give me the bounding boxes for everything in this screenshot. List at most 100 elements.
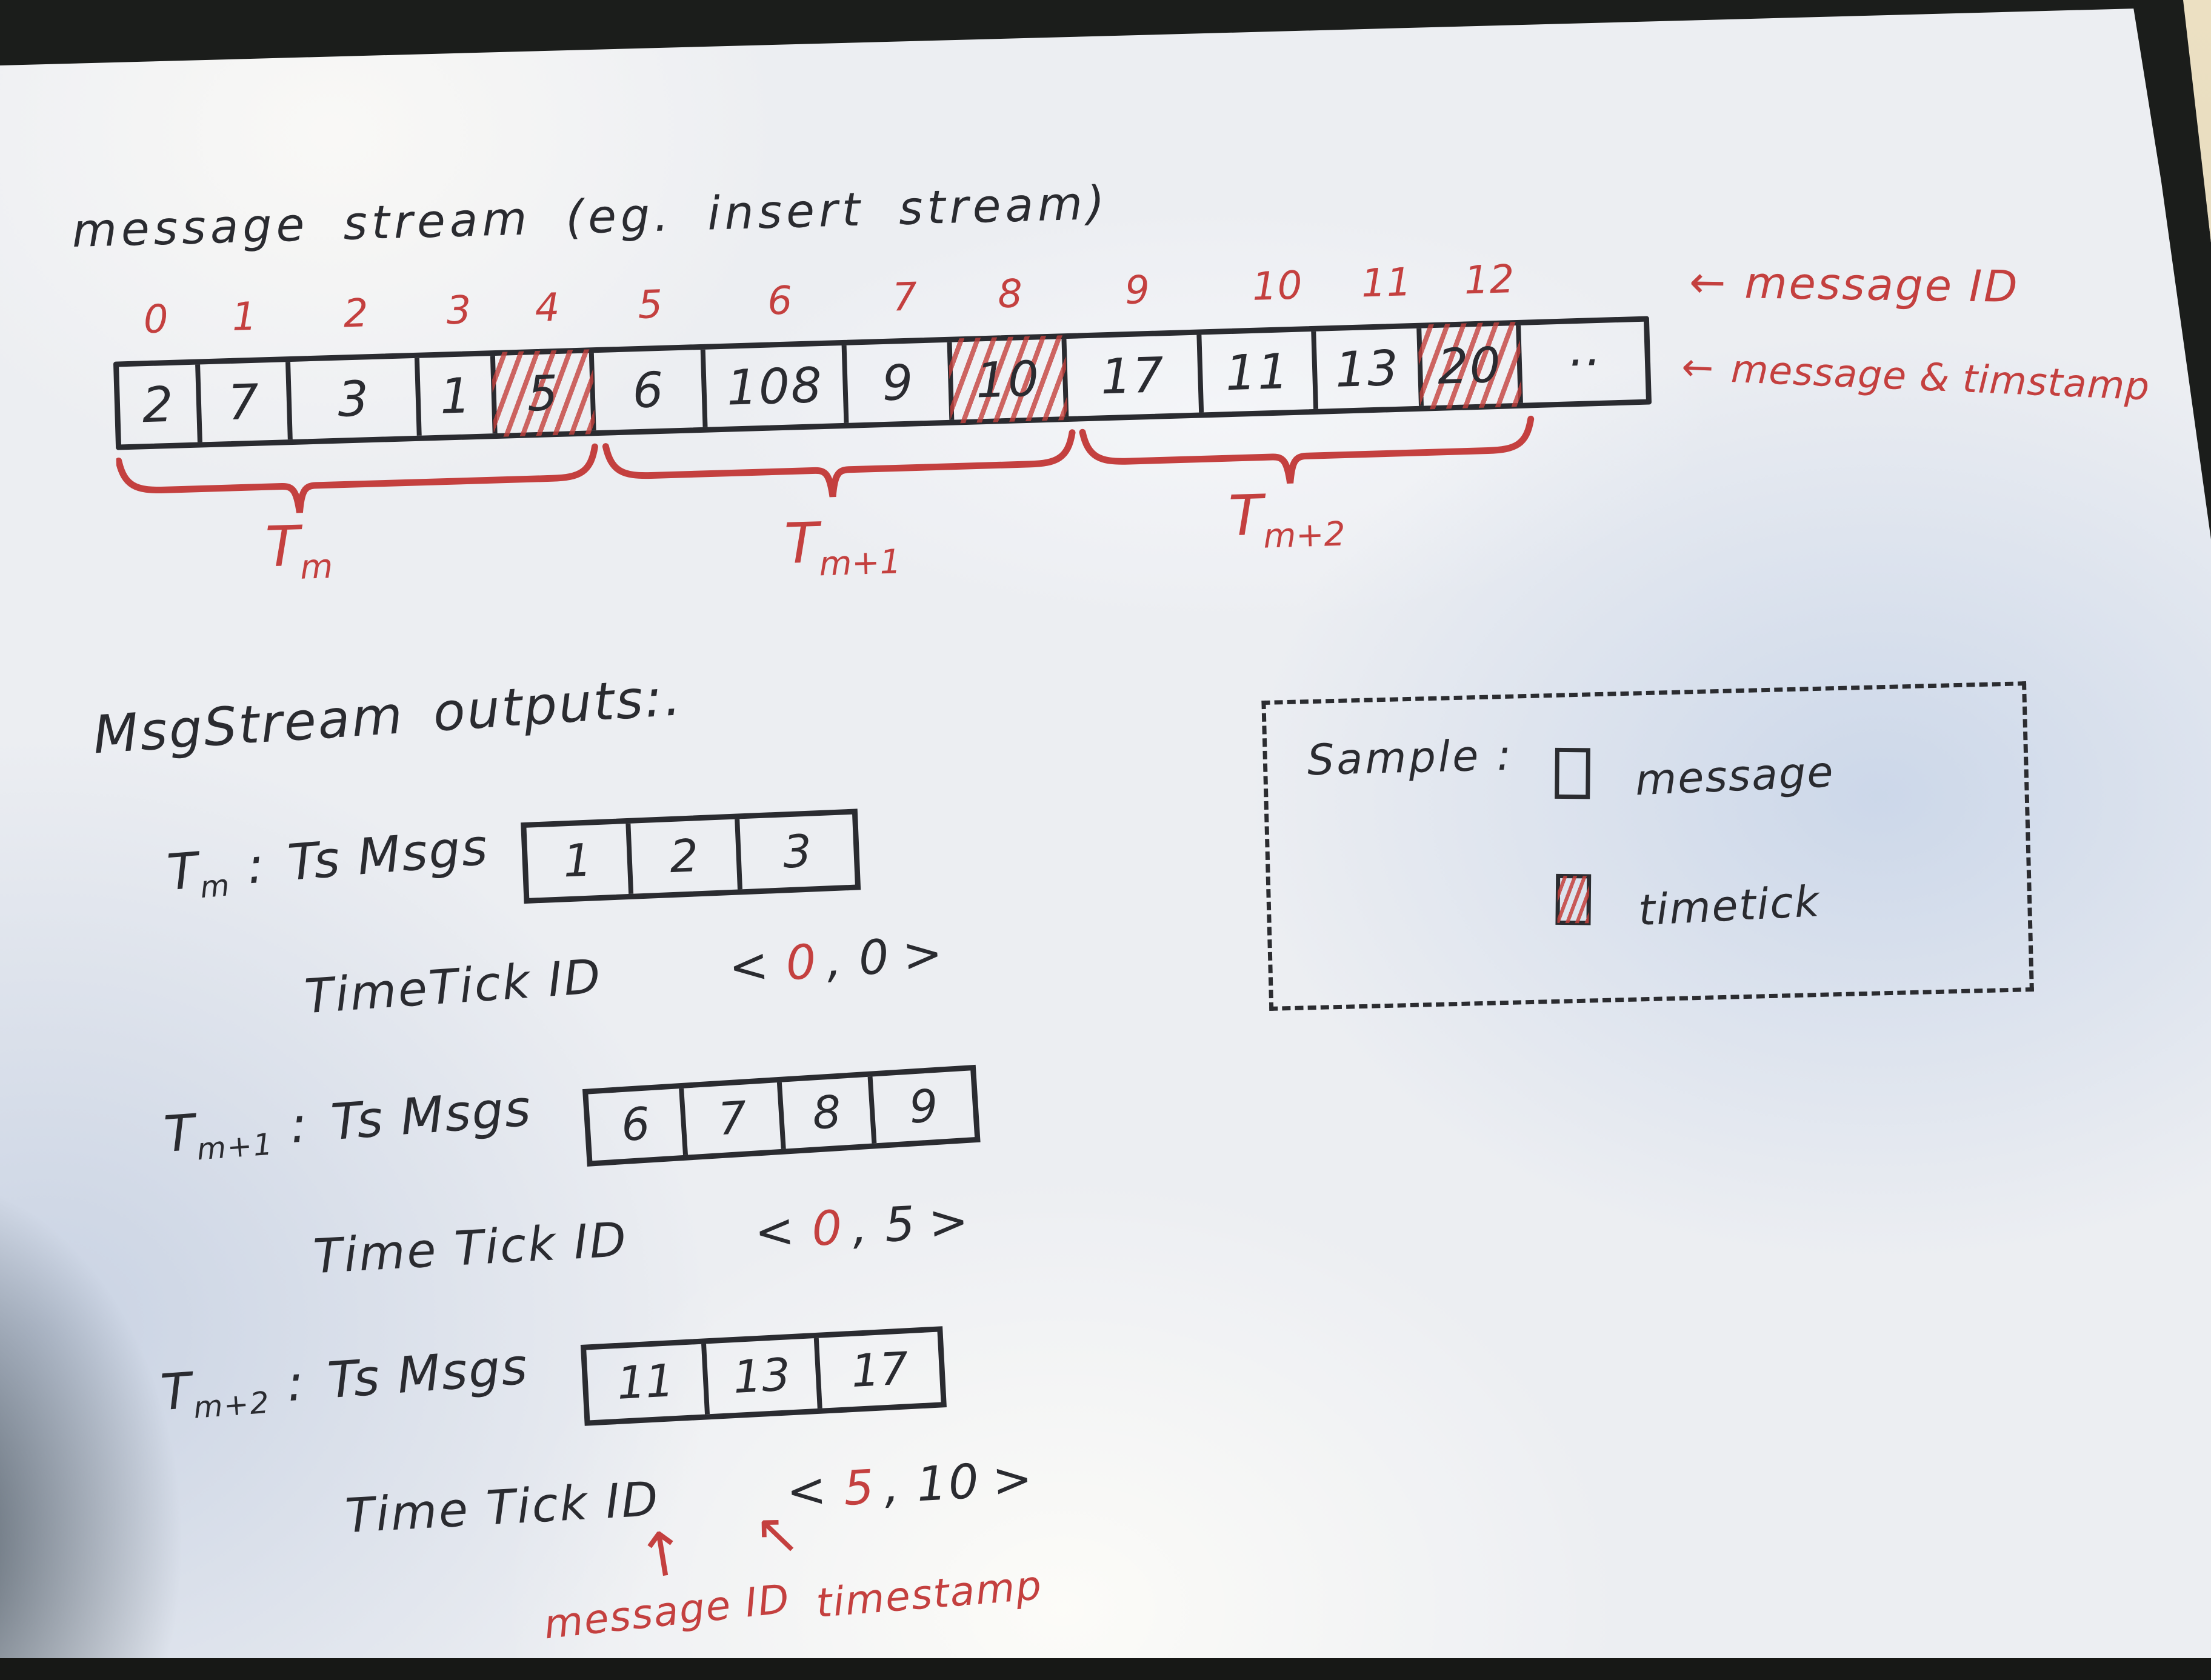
stream-cell-value: 13 [1334,339,1401,398]
t-base: T [162,1104,198,1164]
colon: : [244,836,268,896]
window-label-base: T [264,513,301,580]
stream-cell-value: 2 [141,376,175,433]
stream-cell-value: 3 [336,370,371,428]
angle-close: > [901,925,946,984]
timetick-timestamp: 0 [856,929,893,987]
window-label-sub: m+2 [1262,515,1346,556]
msg-cell: 1 [526,823,634,898]
legend-title: Sample : [1306,730,1515,785]
timetick-timestamp: 5 [883,1196,918,1253]
stream-index-label: 12 [1463,257,1516,304]
stream-cell-value: 108 [725,356,824,416]
angle-open: < [753,1203,798,1261]
output-row-label-Tm1: Tm+1: Ts Msgs [162,1079,534,1169]
stream-index-label: 7 [892,275,919,321]
stream-cell-value: 7 [227,373,261,431]
stream-cell-value: ·· [1566,333,1601,392]
left-arrow-icon: ← [1680,344,1715,390]
legend-timetick-label: timetick [1637,876,1822,936]
stream-cell: 9 [847,342,955,423]
timetick-box-icon [1555,873,1592,925]
message-stream: 0 1 2 3 4 5 6 7 8 9 10 11 12 2 7 3 1 5 6… [112,248,1672,587]
t-base: T [165,842,202,902]
colon: : [284,1354,307,1413]
stream-cell-ellipsis: ·· [1521,322,1646,403]
brace-path [116,443,598,513]
message-box-icon [1555,747,1590,799]
timetick-line-Tm1: Time Tick ID <0, 5 > [312,1194,972,1284]
timetick-label: Time Tick ID [344,1472,661,1544]
comma: , [850,1199,871,1255]
window-label-base: T [783,510,820,576]
msg-cell: 9 [907,1079,939,1134]
window-label-Tm1: Tm+1 [784,508,902,585]
stream-cell: 2 [119,364,202,445]
msgs-label: Ts Msgs [328,1079,534,1152]
brace-path [1079,415,1535,484]
stream-cell-value: 11 [1224,342,1291,401]
pointer-message-id-text: message ID [1744,257,2020,313]
stream-cell: 17 [1066,335,1204,416]
angle-open: < [727,938,772,995]
brace-path [602,429,1076,498]
stream-cell-timetick: 10 [952,339,1069,420]
stream-cell-timetick: 5 [495,353,597,433]
stream-cell: 6 [594,349,708,431]
t-base: T [159,1362,195,1422]
msg-cell: 6 [588,1088,688,1161]
msg-cell: 17 [850,1342,910,1398]
up-arrow-icon: ↑ [632,1515,693,1594]
stream-index-label: 8 [997,272,1024,318]
window-label-sub: m+1 [818,542,902,584]
stream-cell-value: 17 [1099,346,1166,405]
stream-index-label: 4 [534,285,561,332]
timetick-line-Tm: TimeTick ID <0, 0 > [303,926,946,1025]
stream-cell-timetick: 20 [1421,325,1523,406]
timetick-msg-id: 0 [810,1201,845,1257]
pointer-message-timestamp: ← message & timstamp [1681,345,2151,409]
stream-cell: 13 [1316,328,1424,409]
left-arrow-icon: ← [1689,256,1729,308]
up-left-arrow-icon: ↖ [753,1501,802,1567]
output-row-label-Tm2: Tm+2: Ts Msgs [159,1338,531,1428]
angle-close: > [991,1451,1036,1508]
stream-cell: 7 [200,362,293,442]
stream-index-label: 0 [142,296,170,343]
stream-index-label: 3 [445,288,473,334]
msg-cell: 7 [684,1082,786,1155]
stream-index-label: 5 [637,282,664,328]
timetick-timestamp: 10 [915,1454,982,1513]
output-row-label-Tm: Tm: Ts Msgs [165,818,491,907]
stream-cell-value: 5 [526,364,561,422]
stream-index-label: 10 [1251,263,1304,310]
stream-index-label: 9 [1124,267,1151,314]
stream-cell: 3 [290,358,422,439]
colon: : [288,1096,310,1155]
t-sub: m+1 [195,1126,275,1167]
window-braces [116,415,1535,513]
timetick-msg-id: 0 [784,935,820,992]
pointer-message-timestamp-text: message & timstamp [1730,347,2151,409]
msg-cell: 13 [706,1338,822,1415]
stream-index-label: 1 [231,294,258,340]
stream-index-label: 11 [1360,260,1413,307]
outputs-heading: MsgStream outputs:. [91,666,684,766]
stream-cell-value: 9 [881,354,915,412]
msgs-label: Ts Msgs [325,1338,530,1410]
timetick-label: TimeTick ID [302,949,604,1025]
msgs-label: Ts Msgs [285,818,491,892]
window-label-Tm: Tm [264,513,333,588]
comma: , [824,933,845,988]
stream-cell: 1 [419,356,498,436]
stream-index-label: 2 [342,291,370,337]
stream-index-label: 6 [767,278,794,324]
angle-close: > [927,1193,972,1251]
stream-cell-value: 10 [975,350,1041,408]
timetick-label: Time Tick ID [312,1212,630,1285]
stream-cell-value: 20 [1436,336,1502,395]
window-label-sub: m [299,547,334,587]
comma: , [882,1458,902,1515]
stream-cell: 108 [705,345,849,427]
